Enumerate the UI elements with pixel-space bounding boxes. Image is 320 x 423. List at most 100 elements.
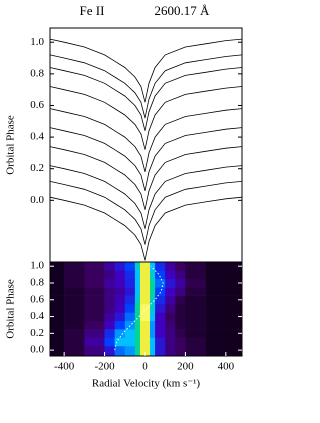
heatmap-cell [50,287,65,296]
heatmap-cell [134,295,141,305]
heatmap-cell [114,337,126,347]
heatmap-cell [84,303,105,313]
heatmap-cell [124,337,136,347]
heatmap-cell [165,287,176,296]
heatmap-cell [114,312,126,322]
heatmap-cell [225,295,243,305]
spectrum-line [49,196,243,261]
heatmap-cell [84,320,105,330]
heatmap-cell [175,262,186,271]
heatmap-cell [225,303,243,313]
heatmap-cell [175,303,186,313]
heatmap-cell [205,329,227,338]
wavelength-label: 2600.17 Å [155,3,211,18]
figure: Fe II 2600.17 Å Orbital Phase Orbital Ph… [5,3,243,390]
heatmap-cell [225,337,243,347]
heatmap-cell [205,262,227,271]
heatmap-cell [104,278,115,288]
heatmap-cell [205,345,227,357]
heatmap-cell [104,262,115,271]
heatmap-cell [50,320,65,330]
heatmap-cell [124,303,136,313]
heatmap-cell [84,312,105,322]
heatmap-cell [134,312,141,322]
heatmap-cell [165,295,176,305]
heatmap-cell [155,345,166,357]
heatmap-cell [175,287,186,296]
heatmap-cell [165,303,176,313]
heatmap-cell [124,329,136,338]
x-tick-label: 0 [142,361,148,373]
heatmap-cell [150,295,156,305]
heatmap-cell [50,270,65,280]
heatmap-cell [175,312,186,322]
heatmap-cell [134,303,141,313]
heatmap-cell [165,278,176,288]
heatmap-cell [175,320,186,330]
x-tick-label: 400 [218,361,235,373]
y-tick-label: 0.0 [30,344,44,356]
heatmap-cell [150,270,156,280]
x-tick-label: -200 [94,361,115,373]
heatmap-cell [64,329,85,338]
heatmap-cell [175,345,186,357]
heatmap-cell [175,329,186,338]
x-axis-label: Radial Velocity (km s⁻¹) [92,378,201,390]
heatmap-cell [134,278,141,288]
axis-frame [49,261,243,357]
heatmap-cell [139,345,151,357]
y-tick-label: 1.0 [30,36,44,48]
heatmap-cell [64,295,85,305]
heatmap-cell [50,278,65,288]
heatmap-cell [84,337,105,347]
heatmap-cell [205,303,227,313]
heatmap-cell [134,345,141,357]
heatmap-cell [205,287,227,296]
heatmap-cell [150,278,156,288]
heatmap-cell [64,312,85,322]
heatmap-cell [64,337,85,347]
heatmap-cell [205,278,227,288]
heatmap-cell [150,303,156,313]
heatmap-cell [124,295,136,305]
spectrum-line [49,54,243,119]
heatmap-cell [155,295,166,305]
heatmap-cell [165,320,176,330]
heatmap-cell [155,312,166,322]
spectrum-line [49,67,243,131]
heatmap-cell [124,312,136,322]
heatmap-cell [165,312,176,322]
overlay-curve [114,265,164,351]
y-tick-label: 0.6 [30,99,44,111]
heatmap-cell [155,320,166,330]
heatmap-cell [104,303,115,313]
heatmap-cell [64,270,85,280]
heatmap-cell [114,287,126,296]
heatmap-cell [104,329,115,338]
spectrum-line [49,165,243,229]
heatmap-cell [104,270,115,280]
heatmap-cell [155,278,166,288]
heatmap-cell [50,345,65,357]
y-tick-label: 0.8 [30,67,44,79]
heatmap-cell [134,320,141,330]
heatmap-cell [139,295,151,305]
heatmap-cell [114,295,126,305]
y-tick-label: 0.2 [30,162,44,174]
heatmap-cell [139,329,151,338]
heatmap-cell [205,320,227,330]
heatmap-cell [64,303,85,313]
heatmap-cell [185,329,206,338]
heatmap-cell [50,337,65,347]
heatmap-cell [225,312,243,322]
heatmap-cell [155,262,166,271]
heatmap-cell [50,329,65,338]
heatmap-cell [155,287,166,296]
spectrum-line [49,108,243,173]
heatmap-cell [139,278,151,288]
heatmap-cell [155,270,166,280]
heatmap-cell [124,262,136,271]
heatmap-cell [114,345,126,357]
heatmap-cell [185,337,206,347]
heatmap-cell [104,337,115,347]
